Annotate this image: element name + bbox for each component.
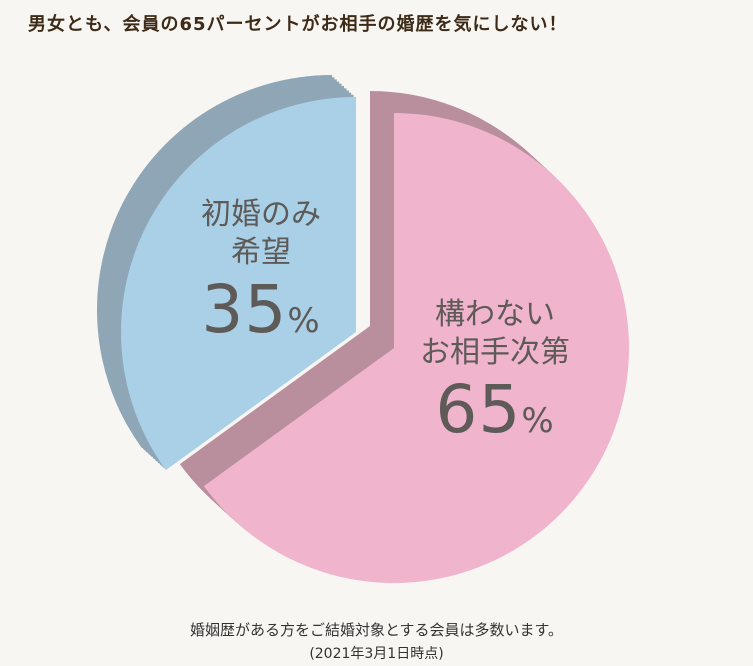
slice-label-accepting-line2: お相手次第 bbox=[420, 334, 570, 370]
slice-value-accepting-unit: % bbox=[521, 401, 555, 441]
slice-label-accepting-line1: 構わない bbox=[435, 297, 555, 332]
slice-value-first-marriage: 35% bbox=[176, 277, 346, 343]
slice-label-first-marriage-line2: 希望 bbox=[231, 234, 291, 270]
slice-value-accepting: 65% bbox=[400, 377, 590, 443]
chart-caption-date: (2021年3月1日時点) bbox=[309, 646, 444, 662]
slice-label-first-marriage-only: 初婚のみ 希望 35% bbox=[176, 196, 346, 343]
chart-caption: 婚姻歴がある方をご結婚対象とする会員は多数います。 bbox=[189, 621, 564, 639]
slice-value-first-marriage-number: 35 bbox=[201, 271, 288, 348]
chart-headline: 男女とも、会員の65パーセントがお相手の婚歴を気にしない！ bbox=[28, 14, 568, 35]
slice-value-accepting-number: 65 bbox=[435, 371, 522, 448]
slice-value-first-marriage-unit: % bbox=[287, 301, 321, 341]
pie-slice-first-marriage-only bbox=[121, 97, 357, 471]
slice-label-first-marriage-line1: 初婚のみ bbox=[201, 197, 321, 232]
slice-label-accepting: 構わない お相手次第 65% bbox=[400, 296, 590, 443]
pie-slice-accepting bbox=[203, 113, 629, 584]
